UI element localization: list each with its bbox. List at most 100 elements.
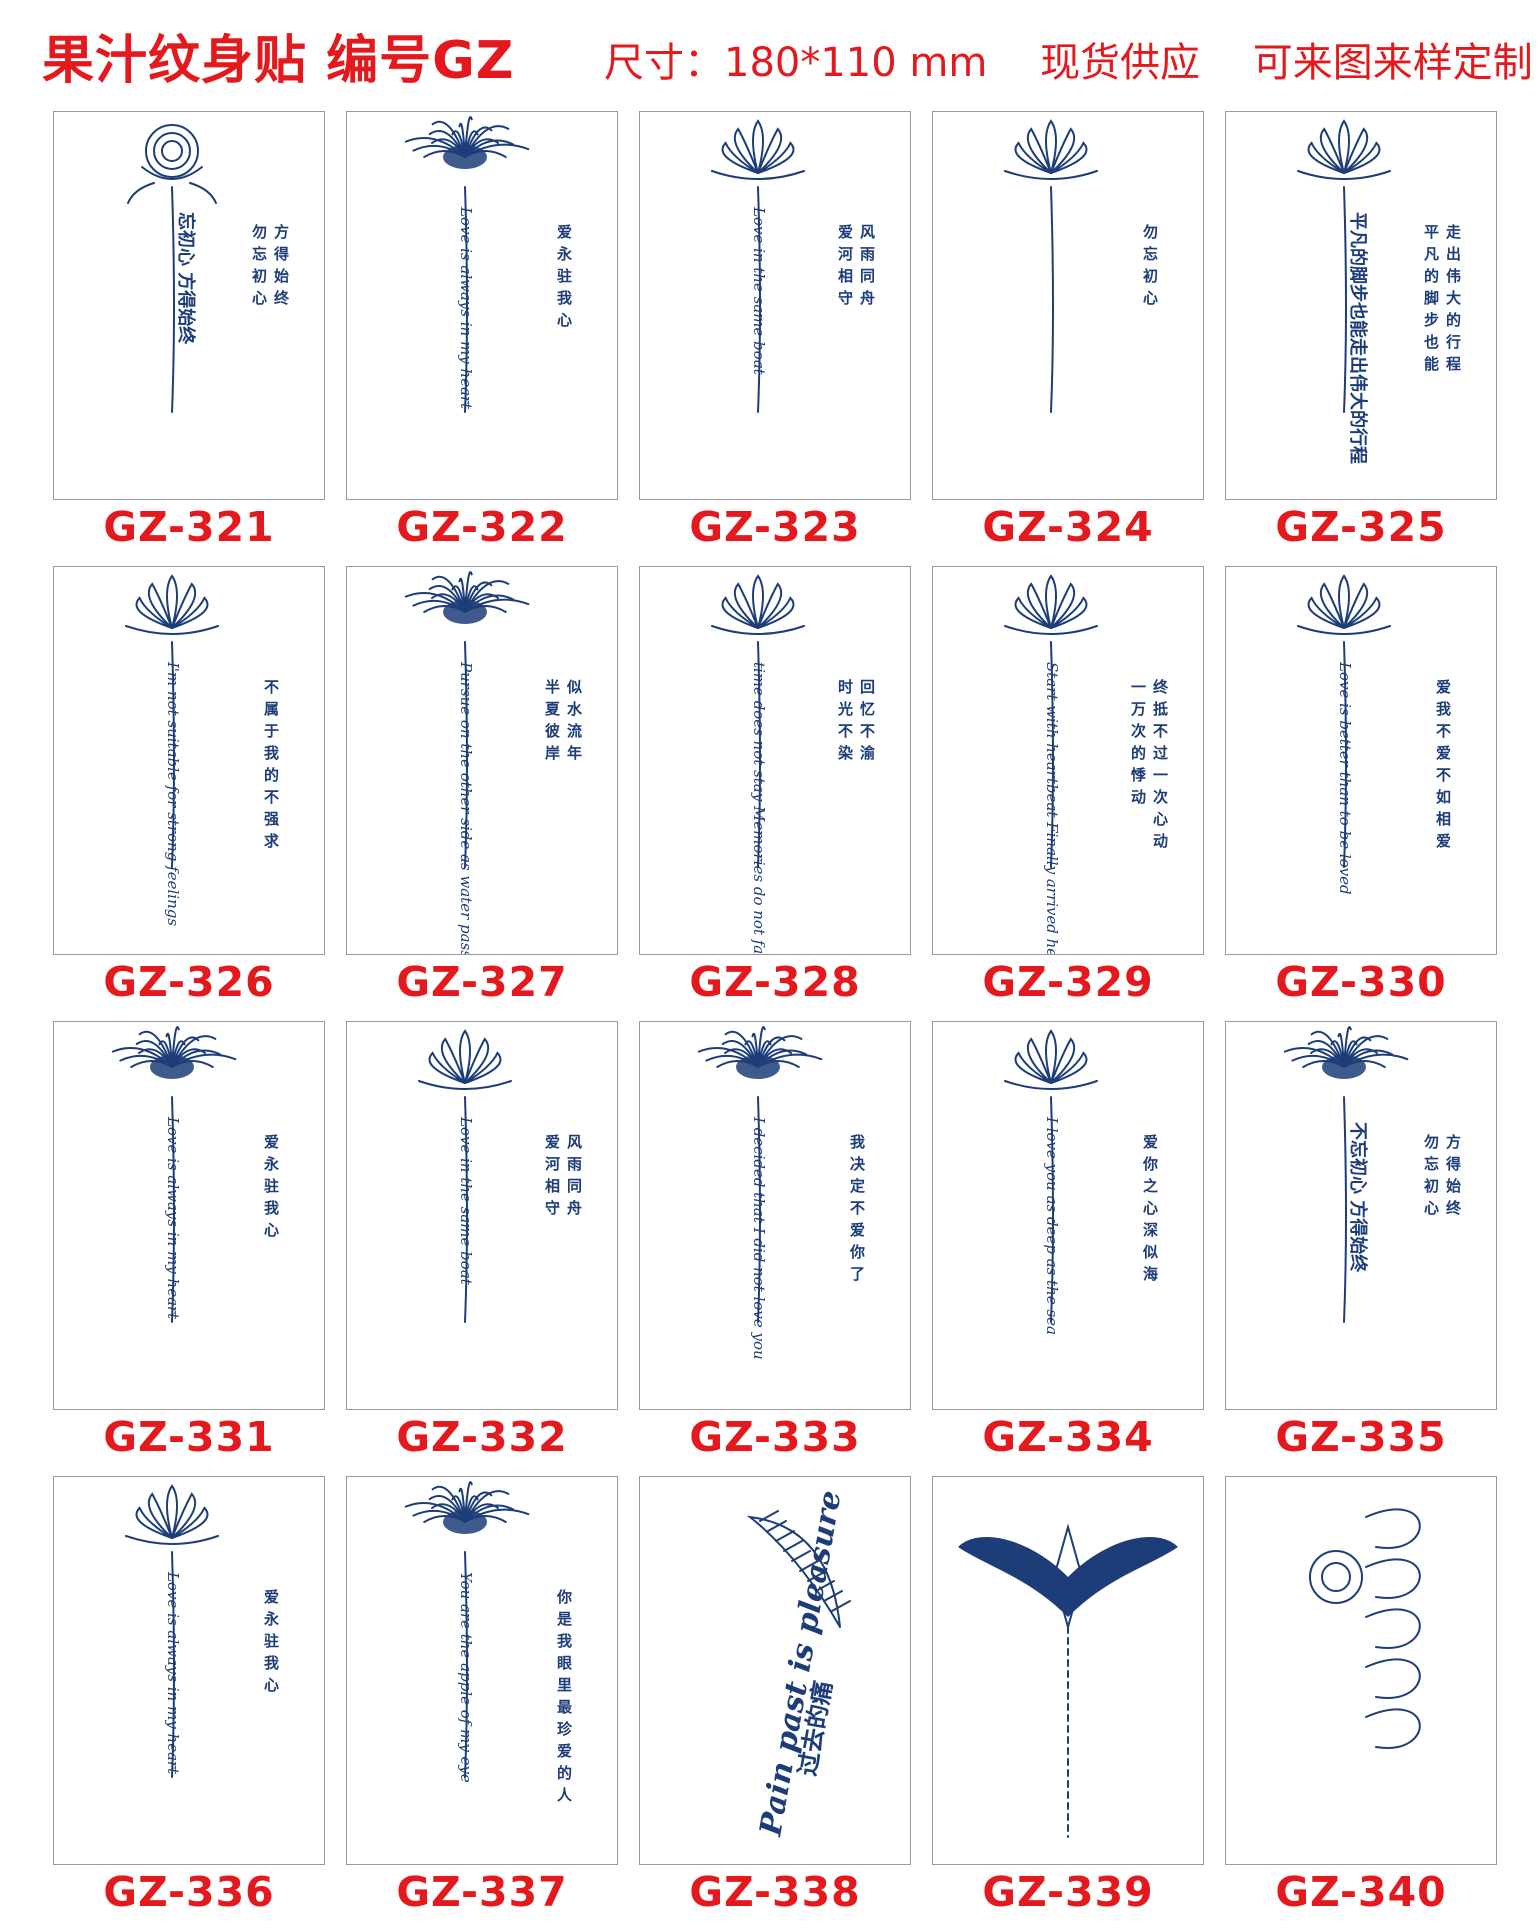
product-code: GZ-327 bbox=[396, 958, 568, 1006]
cn-column: 我决定不爱你了 bbox=[849, 1133, 866, 1283]
tattoo-artwork: Love is always in my heart 爱永驻我心 bbox=[404, 116, 573, 413]
cn-column: 爱河相守 bbox=[545, 1133, 560, 1217]
product-card[interactable]: Love is always in my heart 爱永驻我心 GZ-322 bbox=[346, 111, 618, 566]
product-card[interactable]: 不忘初心 方得始终 勿忘初心 方得始终 GZ-335 bbox=[1225, 1021, 1497, 1476]
tattoo-preview: You are the apple of my eye 你是我眼里最珍爱的人 bbox=[346, 1476, 618, 1865]
tattoo-artwork: You are the apple of my eye 你是我眼里最珍爱的人 bbox=[404, 1481, 573, 1804]
tattoo-preview: 勿忘初心 bbox=[932, 111, 1204, 500]
product-card[interactable]: 平凡的脚步也能走出伟大的行程 平凡的脚步也能 走出伟大的行程 GZ-325 bbox=[1225, 111, 1497, 566]
product-card[interactable]: Love in the same boat 爱河相守 风雨同舟 GZ-332 bbox=[346, 1021, 618, 1476]
product-card[interactable]: 忘初心 方得始终 勿忘初心 方得始终 GZ-321 bbox=[53, 111, 325, 566]
product-card[interactable]: GZ-339 bbox=[932, 1476, 1204, 1931]
cn-column: 爱永驻我心 bbox=[263, 1588, 280, 1694]
tattoo-artwork: I love you as deep as the sea 爱你之心深似海 bbox=[1004, 1029, 1158, 1335]
lotus-icon bbox=[1297, 574, 1391, 635]
product-card[interactable]: I'm not suitable for strong feelings 不属于我… bbox=[53, 566, 325, 1021]
product-card[interactable]: Love is always in my heart 爱永驻我心 GZ-331 bbox=[53, 1021, 325, 1476]
product-grid: 忘初心 方得始终 勿忘初心 方得始终 GZ-321 Love is always in … bbox=[53, 111, 1499, 1931]
product-card[interactable]: You are the apple of my eye 你是我眼里最珍爱的人 GZ-… bbox=[346, 1476, 618, 1931]
cn-column: 勿忘初心 bbox=[1142, 223, 1158, 307]
script-text: Love is always in my heart bbox=[164, 1116, 182, 1320]
script-text: Pursue on the other side as water passes bbox=[457, 661, 475, 954]
product-card[interactable]: 勿忘初心 GZ-324 bbox=[932, 111, 1204, 566]
tattoo-preview: Love is always in my heart 爱永驻我心 bbox=[346, 111, 618, 500]
product-card[interactable]: Pursue on the other side as water passes… bbox=[346, 566, 618, 1021]
lotus-icon bbox=[1297, 119, 1391, 180]
cn-column: 勿忘初心 bbox=[1423, 1133, 1439, 1217]
product-code: GZ-325 bbox=[1275, 503, 1447, 551]
product-card[interactable]: time does not stay Memories do not fade 时… bbox=[639, 566, 911, 1021]
tattoo-preview bbox=[932, 1476, 1204, 1865]
cn-column: 一万次的悸动 bbox=[1130, 678, 1147, 806]
tattoo-artwork: I'm not suitable for strong feelings 不属于我… bbox=[125, 574, 280, 926]
product-card[interactable]: Love in the same boat 爱河相守 风雨同舟 GZ-323 bbox=[639, 111, 911, 566]
product-code: GZ-333 bbox=[689, 1413, 861, 1461]
tribal-wing-icon bbox=[958, 1523, 1178, 1631]
tattoo-artwork: 平凡的脚步也能走出伟大的行程 平凡的脚步也能走出伟大的行程 bbox=[1297, 119, 1461, 464]
tattoo-preview: I decided that I did not love you 我决定不爱你了 bbox=[639, 1021, 911, 1410]
spider-lily-icon bbox=[111, 1026, 237, 1079]
product-card[interactable]: Start with heartbeat Finally arrived hea… bbox=[932, 566, 1204, 1021]
header: 果汁纹身贴 编号GZ 尺寸：180*110 mm 现货供应 可来图来样定制 bbox=[0, 0, 1539, 100]
product-code: GZ-321 bbox=[103, 503, 275, 551]
script-text: I'm not suitable for strong feelings bbox=[164, 661, 182, 926]
product-code: GZ-326 bbox=[103, 958, 275, 1006]
spider-lily-icon bbox=[404, 571, 530, 624]
tattoo-preview: Pursue on the other side as water passes… bbox=[346, 566, 618, 955]
size-spec: 尺寸：180*110 mm bbox=[604, 40, 988, 86]
script-text: I love you as deep as the sea bbox=[1043, 1116, 1061, 1335]
product-card[interactable]: I decided that I did not love you 我决定不爱你了… bbox=[639, 1021, 911, 1476]
cn-column: 爱永驻我心 bbox=[556, 223, 573, 329]
script-text: 平凡的脚步也能走出伟大的行程 bbox=[1347, 212, 1369, 464]
product-code: GZ-328 bbox=[689, 958, 861, 1006]
tattoo-preview: 忘初心 方得始终 勿忘初心 方得始终 bbox=[53, 111, 325, 500]
tattoo-artwork: time does not stay Memories do not fade 时… bbox=[711, 574, 876, 954]
lotus-icon bbox=[125, 574, 219, 635]
product-code: GZ-339 bbox=[982, 1868, 1154, 1916]
lotus-icon bbox=[125, 1484, 219, 1545]
cn-column: 爱永驻我心 bbox=[263, 1133, 280, 1239]
product-card[interactable]: GZ-340 bbox=[1225, 1476, 1497, 1931]
tattoo-artwork: Pursue on the other side as water passes… bbox=[404, 571, 583, 954]
cn-column: 爱我不爱不如相爱 bbox=[1436, 678, 1451, 850]
cn-column: 时光不染 bbox=[837, 678, 854, 762]
script-text: Start with heartbeat Finally arrived hea… bbox=[1043, 662, 1061, 954]
tattoo-preview: Love is better than to be loved 爱我不爱不如相爱 bbox=[1225, 566, 1497, 955]
rose-icon bbox=[127, 124, 217, 204]
cn-column: 爱你之心深似海 bbox=[1142, 1133, 1158, 1283]
script-text: Love is better than to be loved bbox=[1336, 661, 1354, 895]
cn-column: 风雨同舟 bbox=[860, 223, 875, 307]
cn-column: 似水流年 bbox=[566, 678, 583, 762]
cn-column: 你是我眼里最珍爱的人 bbox=[556, 1588, 573, 1804]
product-code: GZ-323 bbox=[689, 503, 861, 551]
cn-column: 平凡的脚步也能 bbox=[1424, 223, 1439, 373]
lotus-icon bbox=[1004, 119, 1098, 180]
cn-column: 不属于我的不强求 bbox=[264, 678, 280, 850]
tattoo-preview: Love is always in my heart 爱永驻我心 bbox=[53, 1476, 325, 1865]
product-card[interactable]: I love you as deep as the sea 爱你之心深似海 GZ-3… bbox=[932, 1021, 1204, 1476]
tattoo-preview: time does not stay Memories do not fade 时… bbox=[639, 566, 911, 955]
cn-column: 方得始终 bbox=[273, 223, 290, 307]
spider-lily-icon bbox=[404, 1481, 530, 1534]
product-code: GZ-334 bbox=[982, 1413, 1154, 1461]
cn-column: 方得始终 bbox=[1445, 1133, 1462, 1217]
spec-line: 尺寸：180*110 mm 现货供应 可来图来样定制 bbox=[604, 30, 1533, 88]
stock-note: 现货供应 bbox=[1040, 40, 1201, 86]
cn-column: 风雨同舟 bbox=[567, 1133, 582, 1217]
product-code: GZ-324 bbox=[982, 503, 1154, 551]
product-card[interactable]: Love is always in my heart 爱永驻我心 GZ-336 bbox=[53, 1476, 325, 1931]
spider-lily-icon bbox=[404, 116, 530, 169]
product-code: GZ-330 bbox=[1275, 958, 1447, 1006]
product-code: GZ-329 bbox=[982, 958, 1154, 1006]
product-card[interactable]: Pain past is pleasure 过去的痛 GZ-338 bbox=[639, 1476, 911, 1931]
custom-note: 可来图来样定制 bbox=[1252, 40, 1533, 86]
tattoo-artwork: I decided that I did not love you 我决定不爱你了 bbox=[697, 1026, 866, 1360]
tattoo-preview: Pain past is pleasure 过去的痛 bbox=[639, 1476, 911, 1865]
tattoo-preview: 平凡的脚步也能走出伟大的行程 平凡的脚步也能 走出伟大的行程 bbox=[1225, 111, 1497, 500]
product-card[interactable]: Love is better than to be loved 爱我不爱不如相爱 G… bbox=[1225, 566, 1497, 1021]
script-text: Love in the same boat bbox=[750, 206, 768, 376]
